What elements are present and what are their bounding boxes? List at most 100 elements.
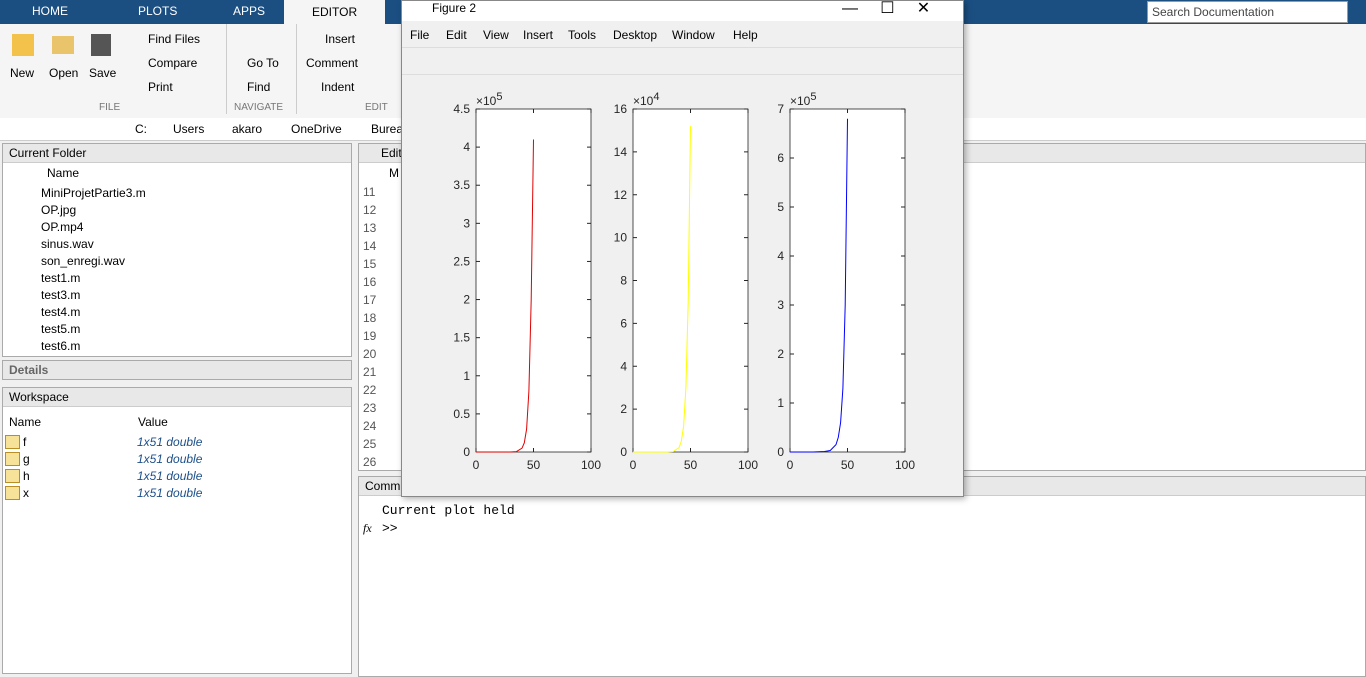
file-item[interactable]: MiniProjetPartie3.m (41, 186, 146, 200)
section-label: NAVIGATE (234, 102, 284, 113)
address-crumb[interactable]: C: (135, 122, 147, 136)
open-icon[interactable] (52, 36, 74, 54)
data-line (476, 139, 534, 453)
ribbon-tab[interactable]: HOME (32, 4, 68, 18)
section-label: FILE (99, 102, 121, 113)
line-number: 13 (363, 221, 377, 235)
variable-icon (5, 469, 20, 483)
menu-item[interactable]: Window (672, 28, 715, 42)
data-line (633, 126, 691, 453)
menu-item[interactable]: Insert (523, 28, 554, 42)
details-panel[interactable]: Details (2, 360, 352, 380)
variable-name[interactable]: x (23, 486, 29, 500)
menu-item[interactable]: File (410, 28, 430, 42)
comment-button[interactable]: Comment (306, 56, 359, 70)
y-tick-label: 2 (777, 347, 784, 361)
variable-name[interactable]: f (23, 435, 27, 449)
panel-title: Current Folder (3, 144, 351, 163)
insert-button[interactable]: Insert (325, 32, 356, 46)
separator (296, 24, 297, 114)
go-to-button[interactable]: Go To (247, 56, 279, 70)
indent-button[interactable]: Indent (321, 80, 355, 94)
y-tick-label: 12 (614, 188, 628, 202)
exponent-base: ×10 (476, 94, 497, 108)
find-button[interactable]: Find (247, 80, 271, 94)
column-header[interactable]: Name (9, 415, 42, 429)
variable-name[interactable]: g (23, 452, 30, 466)
address-crumb[interactable]: OneDrive (291, 122, 342, 136)
line-number: 11 (363, 185, 376, 199)
exponent-power: 5 (496, 91, 502, 103)
axis-exponent: ×105 (790, 91, 816, 108)
menu-item[interactable]: Edit (446, 28, 467, 42)
file-item[interactable]: OP.mp4 (41, 220, 84, 234)
column-header[interactable]: Name (47, 166, 80, 180)
current-folder-panel: Current Folder Name MiniProjetPartie3.m O… (2, 143, 352, 357)
y-tick-label: 6 (620, 316, 627, 330)
print-button[interactable]: Print (148, 80, 173, 94)
y-tick-label: 16 (614, 102, 628, 116)
file-item[interactable]: OP.jpg (41, 203, 77, 217)
save-icon[interactable] (91, 34, 111, 56)
find-files-button[interactable]: Find Files (148, 32, 201, 46)
y-tick-label: 4 (463, 140, 470, 154)
y-tick-label: 4.5 (453, 102, 470, 116)
command-prompt[interactable]: >> (382, 521, 398, 536)
file-item[interactable]: sinus.wav (41, 237, 94, 251)
address-crumb[interactable]: Users (173, 122, 205, 136)
y-tick-label: 4 (777, 249, 784, 263)
separator (226, 24, 227, 114)
data-line (790, 118, 848, 453)
variable-value[interactable]: 1x51 double (137, 469, 203, 483)
ribbon-tab[interactable]: EDITOR (284, 0, 386, 24)
panel-title: Workspace (3, 388, 351, 407)
line-number: 21 (363, 365, 377, 379)
new-button[interactable]: New (10, 66, 35, 80)
variable-name[interactable]: h (23, 469, 30, 483)
x-tick-label: 100 (895, 458, 915, 472)
new-icon[interactable] (12, 34, 34, 56)
line-number: 25 (363, 437, 377, 451)
column-header[interactable]: Value (138, 415, 168, 429)
figure-window: Figure 2 — ☐ ✕ File Edit View Insert Tools De… (401, 0, 964, 497)
workspace-panel: Workspace Name Value f 1x51 double g 1x51 d… (2, 387, 352, 674)
address-crumb[interactable]: Bureau (371, 122, 410, 136)
variable-value[interactable]: 1x51 double (137, 452, 203, 466)
save-button[interactable]: Save (89, 66, 117, 80)
address-crumb[interactable]: akaro (232, 122, 263, 136)
section-label: EDIT (365, 102, 388, 113)
variable-value[interactable]: 1x51 double (137, 435, 203, 449)
axis-exponent: ×104 (633, 91, 659, 108)
x-tick-label: 0 (787, 458, 794, 472)
variable-value[interactable]: 1x51 double (137, 486, 203, 500)
ribbon-tab[interactable]: PLOTS (138, 4, 178, 18)
y-tick-label: 3.5 (453, 178, 470, 192)
y-tick-label: 2 (463, 293, 470, 307)
file-item[interactable]: test3.m (41, 288, 81, 302)
menu-item[interactable]: Desktop (613, 28, 658, 42)
y-tick-label: 3 (463, 216, 470, 230)
menu-item[interactable]: Tools (568, 28, 597, 42)
x-tick-label: 0 (473, 458, 480, 472)
fx-icon[interactable]: fx (363, 521, 372, 535)
file-item[interactable]: test5.m (41, 322, 81, 336)
figure-title: Figure 2 (432, 1, 477, 15)
ribbon-tab[interactable]: APPS (233, 4, 266, 18)
menu-item[interactable]: Help (733, 28, 758, 42)
y-tick-label: 8 (620, 274, 627, 288)
file-item[interactable]: son_enregi.wav (41, 254, 126, 268)
file-item[interactable]: test1.m (41, 271, 81, 285)
file-item[interactable]: test4.m (41, 305, 81, 319)
compare-button[interactable]: Compare (148, 56, 198, 70)
window-controls[interactable]: — ☐ ✕ (842, 0, 931, 17)
menu-item[interactable]: View (483, 28, 509, 42)
y-tick-label: 5 (777, 200, 784, 214)
x-tick-label: 50 (684, 458, 698, 472)
open-button[interactable]: Open (49, 66, 79, 80)
editor-tab[interactable]: M (389, 166, 399, 180)
y-tick-label: 14 (614, 145, 628, 159)
search-box[interactable]: Search Documentation (1147, 1, 1348, 23)
axes-box (632, 108, 749, 453)
line-number: 23 (363, 401, 377, 415)
file-item[interactable]: test6.m (41, 339, 81, 353)
